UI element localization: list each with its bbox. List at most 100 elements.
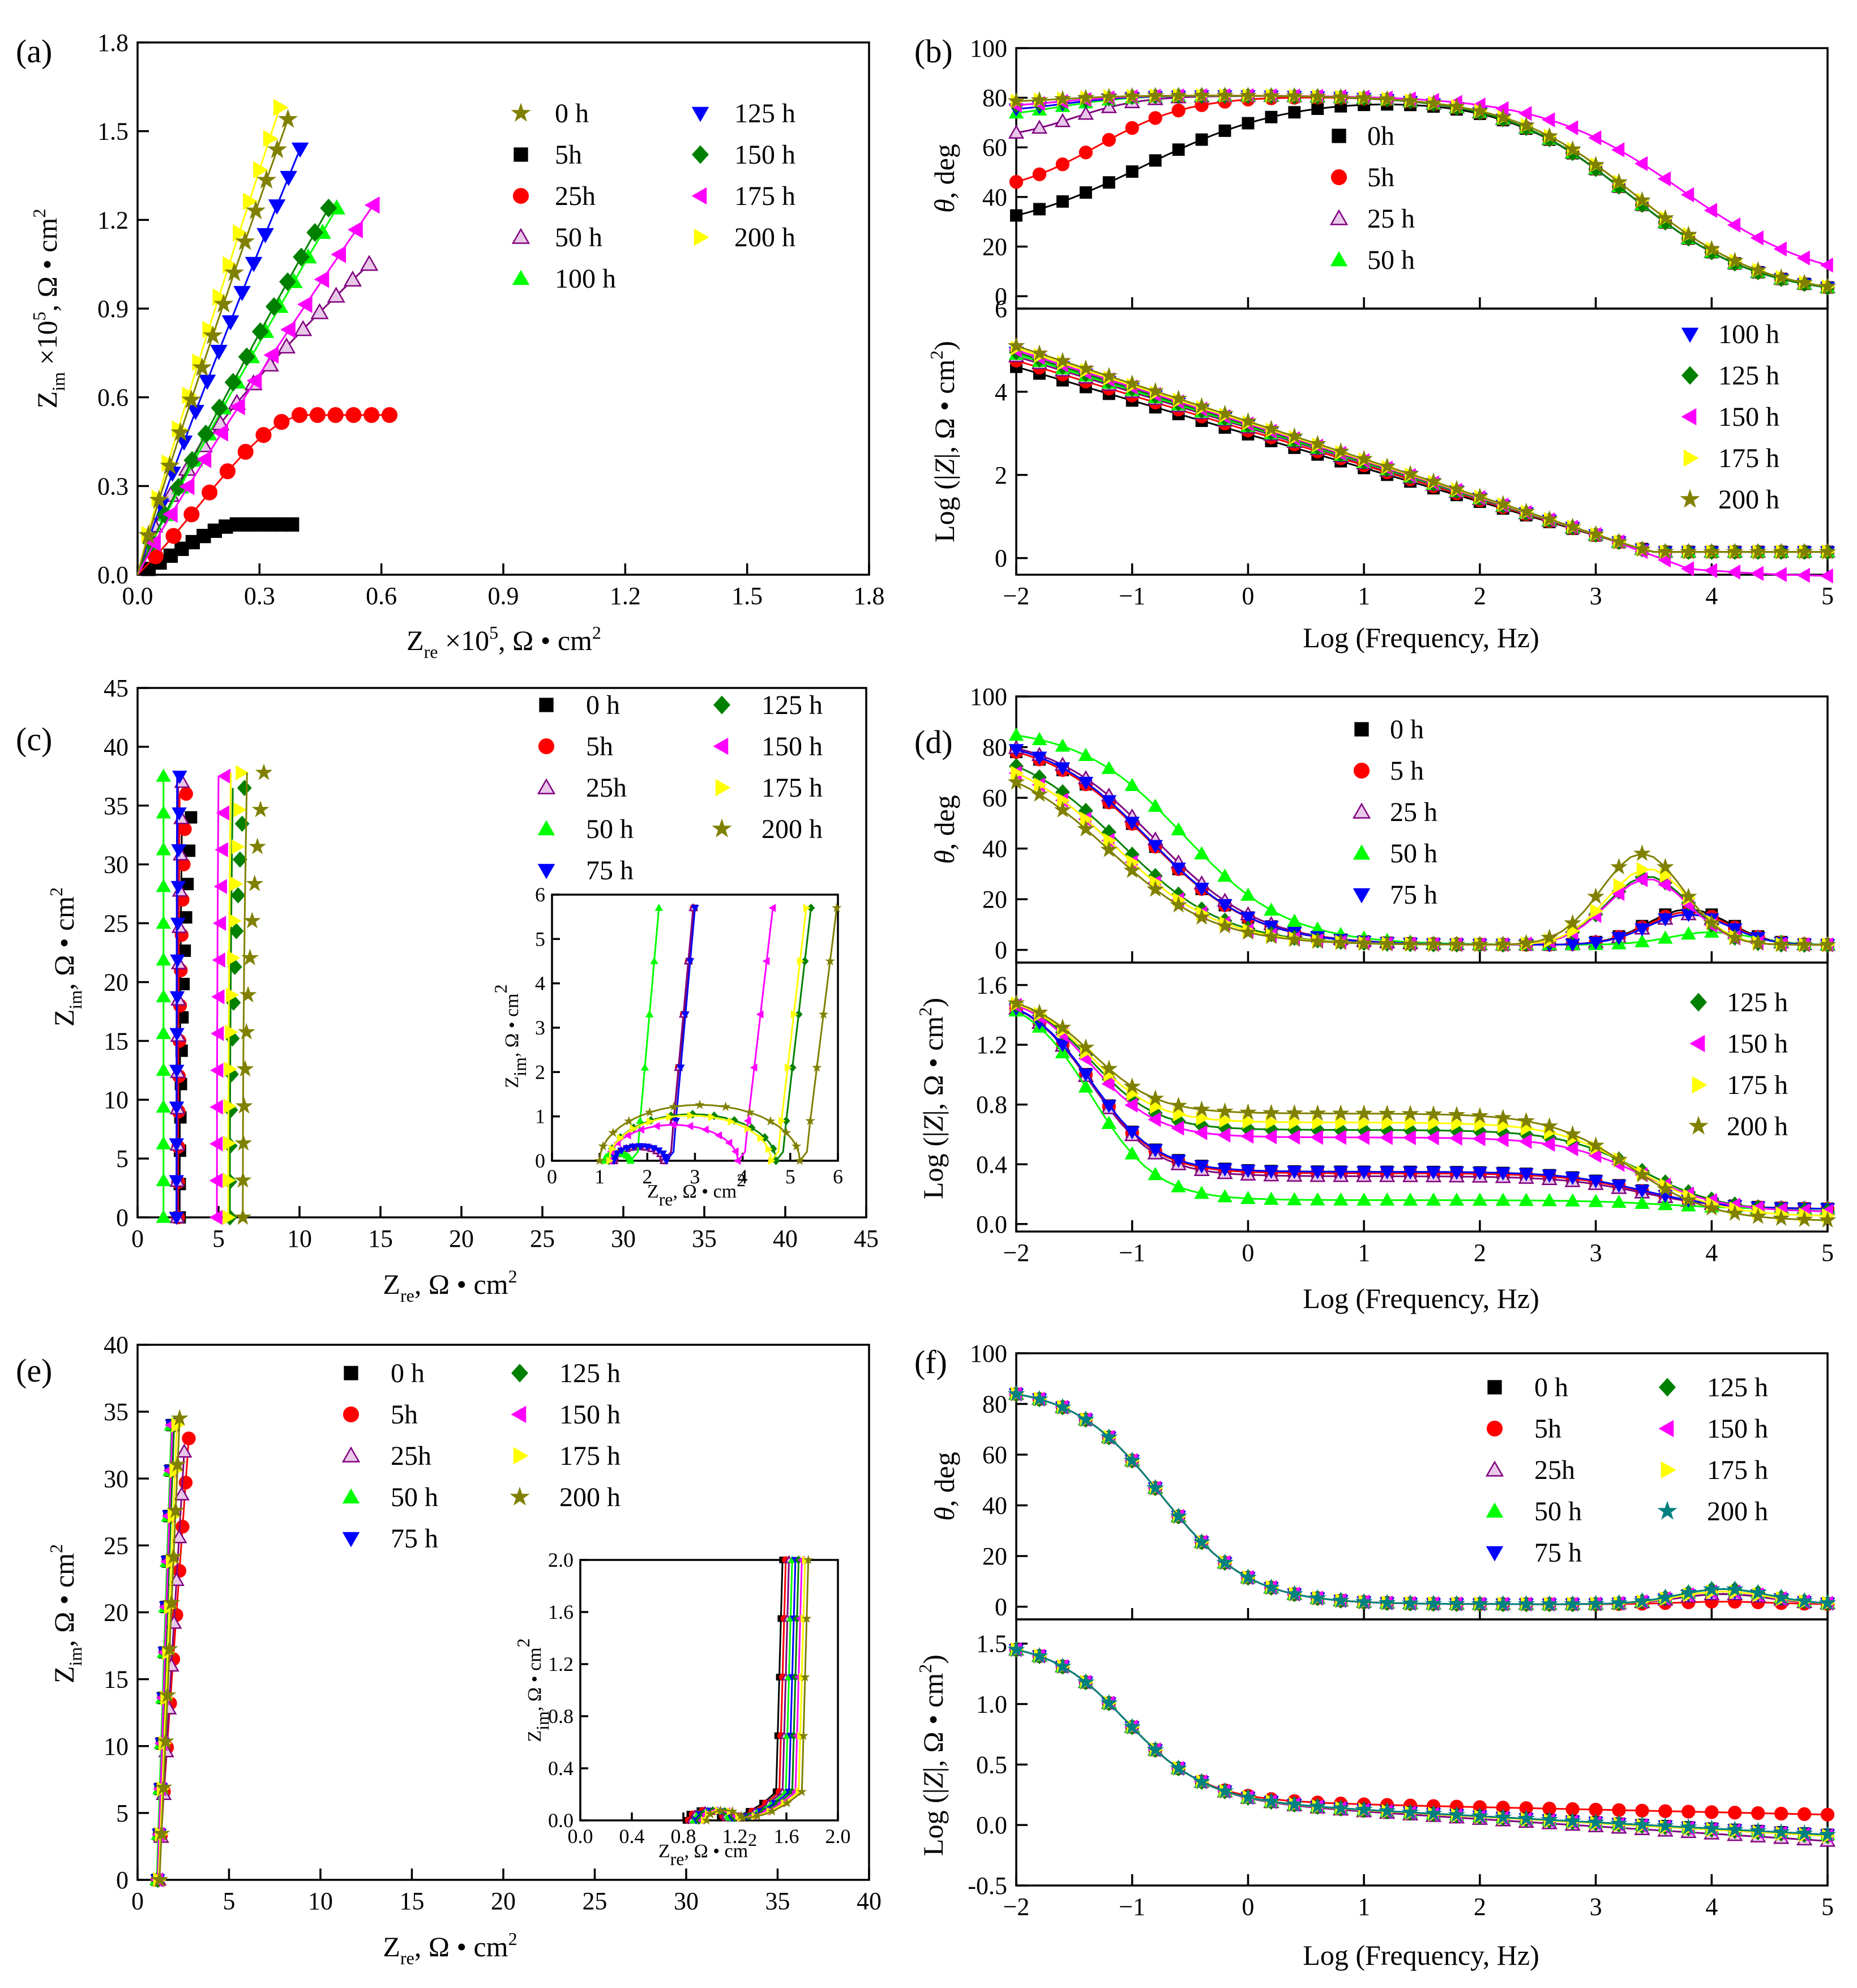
data-point	[1378, 1593, 1396, 1610]
data-point	[1216, 86, 1234, 104]
data-point	[243, 193, 258, 210]
data-point	[256, 228, 274, 243]
data-point	[1750, 566, 1764, 582]
x-tick-label: −1	[1119, 1893, 1145, 1921]
series-200h	[234, 763, 273, 1225]
plot-frame	[1015, 961, 1829, 1233]
data-point	[1633, 1592, 1651, 1609]
data-point	[1100, 1428, 1118, 1445]
data-point	[1424, 1594, 1443, 1611]
y-tick-label: 1.8	[97, 29, 129, 57]
y-axis-label: θ, deg	[928, 1452, 960, 1521]
series-200h_teal	[1007, 1384, 1837, 1612]
legend-marker	[1681, 366, 1699, 385]
data-point	[598, 1141, 609, 1151]
data-point	[196, 451, 212, 468]
data-point	[1658, 1196, 1673, 1211]
x-axis-label: Zre, Ω • cm2	[383, 1266, 517, 1306]
y-axis-label: Log (|Z|, Ω • cm2)	[915, 1654, 949, 1856]
series-5h	[1009, 91, 1835, 294]
data-point	[183, 506, 200, 523]
data-point	[1239, 1788, 1257, 1805]
data-point	[818, 1009, 829, 1019]
data-point	[1124, 816, 1140, 830]
fit-line	[1016, 1393, 1828, 1605]
data-point	[170, 954, 185, 968]
y-tick-label: 45	[104, 674, 129, 702]
data-point	[213, 293, 234, 313]
data-point	[1749, 1584, 1767, 1601]
data-point	[1308, 932, 1327, 949]
data-point	[669, 1121, 677, 1129]
data-point	[1032, 732, 1047, 745]
fit-line	[1016, 1393, 1828, 1605]
data-point	[169, 1455, 187, 1472]
legend-marker	[511, 1405, 527, 1423]
data-point	[1193, 908, 1210, 925]
y-tick-label: 40	[104, 733, 129, 761]
data-point	[198, 374, 216, 390]
legend-label: 175 h	[559, 1441, 621, 1471]
data-point	[1100, 840, 1118, 857]
data-point	[1171, 103, 1186, 118]
data-point	[1587, 887, 1604, 904]
data-point	[812, 1062, 822, 1072]
fit-line	[598, 908, 838, 1163]
fit-line	[1016, 1004, 1828, 1212]
data-point	[1611, 142, 1625, 157]
data-point	[1588, 937, 1603, 950]
data-point	[760, 1133, 769, 1142]
data-point	[1565, 1193, 1580, 1207]
data-point	[652, 1122, 660, 1131]
data-point	[1471, 102, 1489, 119]
data-point	[1702, 1580, 1721, 1597]
data-point	[273, 99, 289, 117]
x-tick-label: −2	[1003, 582, 1030, 610]
data-point	[797, 957, 805, 965]
x-tick-label: −2	[1003, 1893, 1030, 1921]
data-point	[1171, 822, 1186, 836]
data-point	[1286, 1129, 1300, 1145]
data-point	[1355, 1801, 1373, 1818]
data-point	[219, 463, 236, 480]
data-point	[310, 303, 329, 319]
x-tick-label: 1	[594, 1165, 605, 1188]
data-point	[1125, 121, 1139, 135]
data-point	[1124, 1097, 1138, 1113]
data-point	[1240, 912, 1256, 925]
data-point	[1216, 917, 1234, 934]
data-point	[782, 1798, 792, 1808]
data-point	[1564, 1594, 1582, 1612]
data-point	[1332, 88, 1350, 105]
data-point	[1517, 1809, 1535, 1827]
data-point	[363, 407, 380, 424]
data-point	[1170, 1096, 1187, 1113]
data-point	[1448, 1594, 1466, 1611]
data-point	[1054, 89, 1072, 106]
series-200h	[1007, 773, 1837, 952]
data-point	[1542, 112, 1555, 127]
fit-line	[1016, 95, 1828, 266]
data-point	[1216, 1782, 1234, 1799]
data-point	[1587, 1813, 1604, 1830]
data-point	[1078, 1068, 1094, 1082]
panel-label: (b)	[914, 33, 953, 70]
data-point	[230, 887, 246, 904]
data-point	[381, 407, 398, 424]
data-point	[1726, 1204, 1744, 1221]
data-point	[1448, 1806, 1466, 1823]
series-175h	[223, 765, 249, 1225]
data-point	[1333, 1192, 1349, 1206]
data-point	[1795, 273, 1813, 290]
legend-marker	[1486, 1502, 1504, 1518]
data-point	[725, 1138, 733, 1147]
legend-marker	[691, 145, 709, 164]
data-point	[227, 959, 242, 975]
data-point	[348, 221, 363, 238]
data-point	[1634, 1195, 1650, 1209]
data-point	[1494, 935, 1512, 952]
data-point	[650, 956, 658, 964]
data-point	[1749, 1207, 1767, 1224]
data-point	[1634, 1185, 1650, 1198]
y-tick-label: 1.6	[976, 972, 1007, 999]
